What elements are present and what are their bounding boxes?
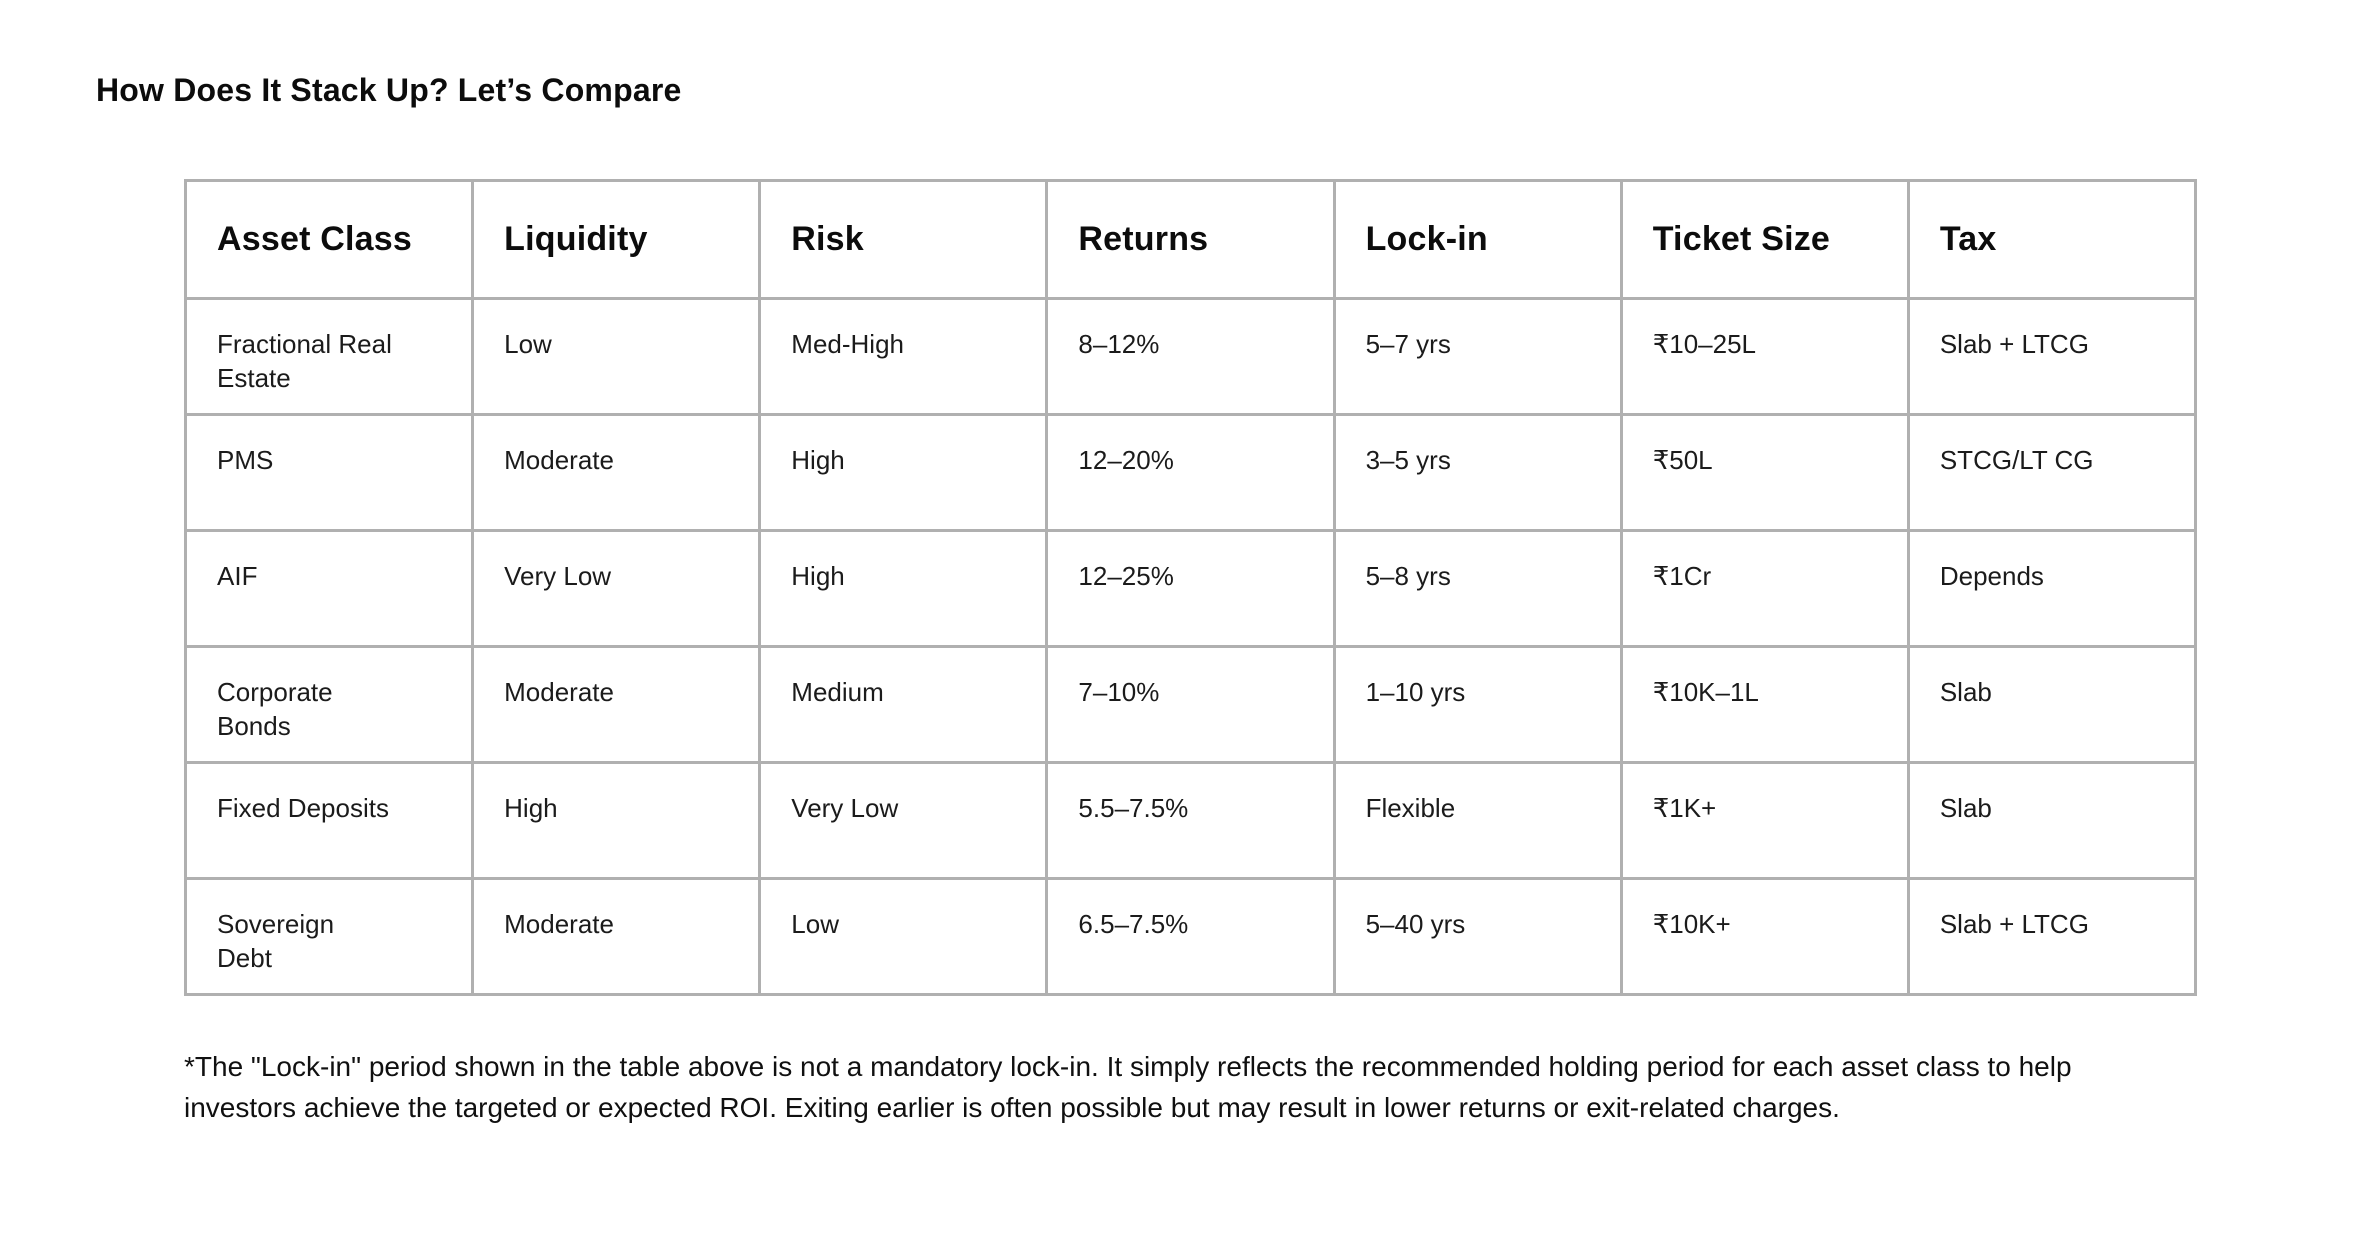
table-body: Fractional Real Estate Low Med-High 8–12…	[183, 297, 2198, 996]
table-row-fractional-real-estate: Fractional Real Estate Low Med-High 8–12…	[183, 297, 2198, 416]
table-row-pms: PMS Moderate High 12–20% 3–5 yrs ₹50L ST…	[183, 413, 2198, 532]
cell-lock-in: 5–40 yrs	[1332, 877, 1623, 996]
column-header-returns: Returns	[1045, 179, 1336, 300]
cell-tax: Depends	[1906, 529, 2198, 648]
cell-lock-in: 5–7 yrs	[1332, 297, 1623, 416]
cell-asset-class: PMS	[183, 413, 475, 532]
cell-asset-class: Corporate Bonds	[183, 645, 475, 764]
comparison-table: Asset Class Liquidity Risk Returns Lock-…	[183, 179, 2198, 996]
cell-returns: 8–12%	[1045, 297, 1336, 416]
cell-liquidity: Moderate	[471, 645, 762, 764]
cell-ticket-size: ₹10K+	[1619, 877, 1910, 996]
cell-ticket-size: ₹1Cr	[1619, 529, 1910, 648]
cell-risk: Med-High	[758, 297, 1049, 416]
cell-tax: Slab	[1906, 761, 2198, 880]
cell-returns: 6.5–7.5%	[1045, 877, 1336, 996]
cell-tax: STCG/LT CG	[1906, 413, 2198, 532]
cell-lock-in: 3–5 yrs	[1332, 413, 1623, 532]
cell-lock-in: 5–8 yrs	[1332, 529, 1623, 648]
table-row-fixed-deposits: Fixed Deposits High Very Low 5.5–7.5% Fl…	[183, 761, 2198, 880]
cell-risk: High	[758, 529, 1049, 648]
cell-risk: High	[758, 413, 1049, 532]
cell-returns: 5.5–7.5%	[1045, 761, 1336, 880]
cell-returns: 12–25%	[1045, 529, 1336, 648]
cell-tax: Slab + LTCG	[1906, 297, 2198, 416]
cell-tax: Slab + LTCG	[1906, 877, 2198, 996]
cell-lock-in: Flexible	[1332, 761, 1623, 880]
lock-in-footnote: *The "Lock-in" period shown in the table…	[184, 1051, 2072, 1123]
cell-liquidity: Moderate	[471, 877, 762, 996]
column-header-liquidity: Liquidity	[471, 179, 762, 300]
cell-returns: 12–20%	[1045, 413, 1336, 532]
cell-asset-class: Sovereign Debt	[183, 877, 475, 996]
cell-returns: 7–10%	[1045, 645, 1336, 764]
cell-liquidity: Low	[471, 297, 762, 416]
cell-liquidity: High	[471, 761, 762, 880]
table-row-corporate-bonds: Corporate Bonds Moderate Medium 7–10% 1–…	[183, 645, 2198, 764]
cell-ticket-size: ₹1K+	[1619, 761, 1910, 880]
cell-tax: Slab	[1906, 645, 2198, 764]
cell-risk: Medium	[758, 645, 1049, 764]
column-header-ticket-size: Ticket Size	[1619, 179, 1910, 300]
page-title: How Does It Stack Up? Let’s Compare	[96, 72, 682, 108]
cell-asset-class: Fractional Real Estate	[183, 297, 475, 416]
table-row-aif: AIF Very Low High 12–25% 5–8 yrs ₹1Cr De…	[183, 529, 2198, 648]
table-header: Asset Class Liquidity Risk Returns Lock-…	[183, 179, 2198, 300]
column-header-risk: Risk	[758, 179, 1049, 300]
column-header-asset-class: Asset Class	[183, 179, 475, 300]
cell-ticket-size: ₹10–25L	[1619, 297, 1910, 416]
column-header-lock-in: Lock-in	[1332, 179, 1623, 300]
column-header-tax: Tax	[1906, 179, 2198, 300]
cell-asset-class: AIF	[183, 529, 475, 648]
cell-ticket-size: ₹10K–1L	[1619, 645, 1910, 764]
cell-lock-in: 1–10 yrs	[1332, 645, 1623, 764]
cell-ticket-size: ₹50L	[1619, 413, 1910, 532]
cell-liquidity: Very Low	[471, 529, 762, 648]
header-row: Asset Class Liquidity Risk Returns Lock-…	[183, 179, 2198, 300]
cell-liquidity: Moderate	[471, 413, 762, 532]
cell-risk: Low	[758, 877, 1049, 996]
table-row-sovereign-debt: Sovereign Debt Moderate Low 6.5–7.5% 5–4…	[183, 877, 2198, 996]
cell-risk: Very Low	[758, 761, 1049, 880]
cell-asset-class: Fixed Deposits	[183, 761, 475, 880]
